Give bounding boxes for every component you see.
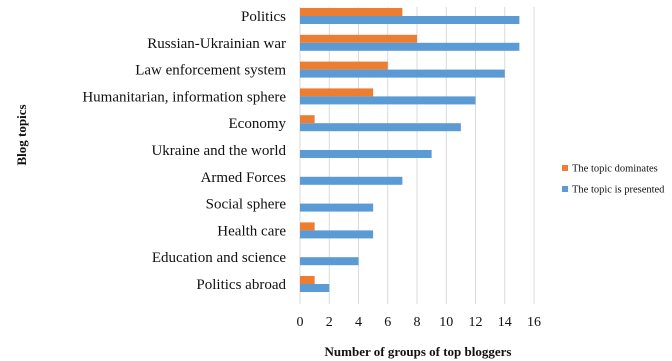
x-tick-label: 6 xyxy=(384,315,391,330)
category-label: Politics xyxy=(241,9,286,25)
bar-presented xyxy=(300,123,461,132)
bar-presented xyxy=(300,96,476,105)
category-label: Politics abroad xyxy=(196,277,286,293)
legend-swatch-presented xyxy=(562,186,568,192)
x-tick-labels: 0 2 4 6 8 10 12 14 16 xyxy=(297,315,542,330)
bar-presented xyxy=(300,69,505,78)
bar-presented xyxy=(300,257,359,266)
bar-dominates xyxy=(300,276,315,284)
category-label: Humanitarian, information sphere xyxy=(82,89,286,105)
x-tick-label: 16 xyxy=(527,315,541,330)
bar-presented xyxy=(300,42,520,51)
bar-presented xyxy=(300,176,403,185)
bar-dominates xyxy=(300,88,374,97)
category-label: Armed Forces xyxy=(201,170,287,186)
category-label: Social sphere xyxy=(206,197,287,213)
x-tick-label: 2 xyxy=(326,315,333,330)
category-label: Ukraine and the world xyxy=(151,143,286,159)
category-label: Health care xyxy=(217,223,286,239)
x-tick-label: 8 xyxy=(414,315,421,330)
category-label: Russian-Ukrainian war xyxy=(147,36,286,52)
bar-presented xyxy=(300,230,374,239)
legend-swatch-dominates xyxy=(562,165,568,171)
bar-presented xyxy=(300,16,520,24)
bar-dominates xyxy=(300,222,315,231)
x-tick-label: 12 xyxy=(469,315,483,330)
legend-label-presented: The topic is presented xyxy=(572,185,665,196)
bar-dominates xyxy=(300,8,403,16)
legend-label-dominates: The topic dominates xyxy=(572,164,658,175)
bar-dominates xyxy=(300,61,388,70)
bars xyxy=(300,8,520,292)
category-labels: Politics Russian-Ukrainian war Law enforce… xyxy=(82,9,286,293)
x-tick-label: 4 xyxy=(355,315,362,330)
bar-presented xyxy=(300,203,374,212)
x-axis-title: Number of groups of top bloggers xyxy=(325,344,512,359)
bar-dominates xyxy=(300,34,417,43)
x-tick-label: 10 xyxy=(439,315,453,330)
bar-dominates xyxy=(300,115,315,124)
category-label: Education and science xyxy=(152,250,286,266)
category-label: Economy xyxy=(229,116,287,132)
bar-presented xyxy=(300,150,432,158)
y-axis-title: Blog topics xyxy=(14,104,29,165)
x-tick-label: 0 xyxy=(297,315,304,330)
legend: The topic dominates The topic is present… xyxy=(562,164,665,196)
bar-presented xyxy=(300,284,330,292)
category-label: Law enforcement system xyxy=(135,63,286,79)
x-tick-label: 14 xyxy=(498,315,512,330)
